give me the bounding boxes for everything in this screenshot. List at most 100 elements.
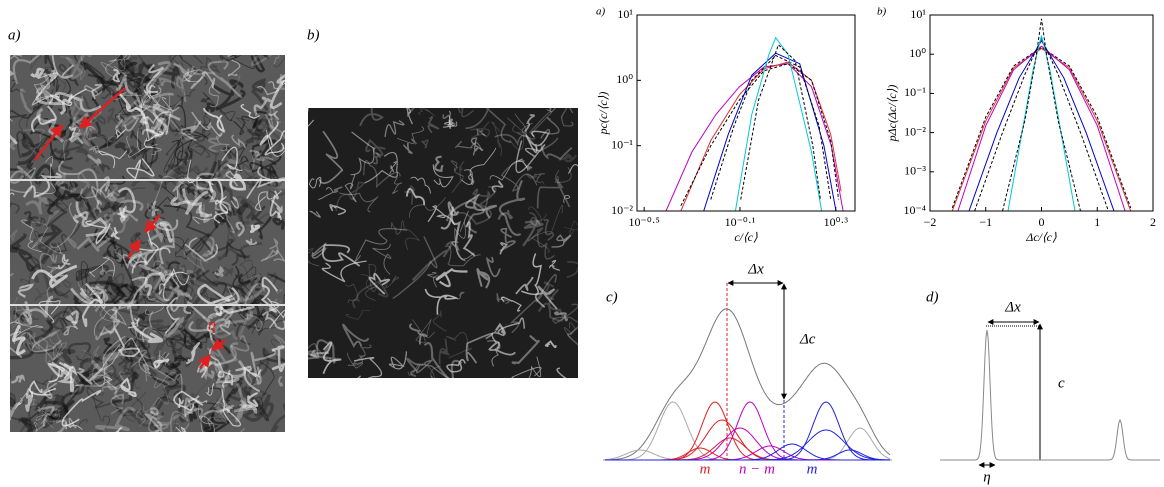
texture — [247, 118, 271, 138]
texture — [20, 332, 63, 361]
texture — [151, 200, 159, 217]
texture — [471, 188, 491, 214]
texture — [246, 365, 258, 388]
texture — [202, 271, 227, 310]
texture — [451, 161, 465, 194]
texture — [28, 333, 34, 348]
texture — [243, 385, 270, 422]
texture — [521, 253, 542, 296]
texture — [166, 117, 191, 138]
texture — [202, 414, 229, 430]
texture — [79, 340, 117, 365]
texture — [10, 396, 16, 407]
texture — [173, 390, 203, 411]
texture — [116, 352, 133, 376]
texture — [250, 77, 269, 111]
texture — [160, 260, 180, 285]
texture — [93, 305, 127, 336]
texture — [186, 269, 210, 281]
texture — [139, 311, 154, 343]
texture — [127, 201, 145, 207]
group-label: m — [807, 461, 818, 477]
texture — [454, 140, 483, 152]
texture — [113, 372, 134, 389]
texture — [145, 64, 164, 94]
texture — [186, 187, 210, 200]
texture — [271, 345, 285, 373]
texture — [511, 335, 540, 365]
texture — [450, 160, 465, 177]
texture — [426, 272, 440, 288]
texture — [93, 207, 115, 224]
texture — [243, 366, 262, 378]
texture — [89, 289, 106, 309]
texture — [213, 367, 229, 414]
texture — [540, 143, 573, 161]
texture — [217, 242, 263, 261]
texture — [199, 236, 234, 256]
texture — [143, 131, 164, 148]
texture — [129, 320, 176, 337]
texture — [175, 238, 189, 260]
texture — [240, 427, 246, 432]
texture — [190, 70, 216, 90]
texture — [107, 107, 123, 133]
texture — [531, 204, 564, 253]
series-line — [703, 52, 837, 211]
texture — [318, 130, 344, 185]
texture — [46, 251, 66, 305]
arrows — [34, 87, 226, 369]
texture — [489, 160, 529, 181]
texture — [529, 211, 541, 227]
texture — [11, 374, 26, 384]
texture — [53, 342, 67, 360]
texture — [214, 406, 240, 424]
texture — [142, 375, 170, 413]
texture — [543, 218, 555, 241]
texture — [84, 190, 94, 211]
texture — [273, 55, 280, 65]
x-tick-label: −2 — [924, 215, 937, 229]
texture — [219, 55, 232, 62]
texture — [242, 403, 258, 414]
texture — [515, 140, 546, 174]
texture — [10, 233, 27, 253]
texture — [178, 128, 211, 153]
texture — [24, 388, 34, 412]
texture — [156, 324, 188, 349]
texture — [66, 180, 83, 202]
series-group — [951, 18, 1132, 211]
texture — [95, 406, 137, 432]
texture — [408, 197, 446, 218]
panel-label: b) — [307, 27, 320, 43]
texture — [151, 269, 190, 302]
texture — [213, 300, 233, 331]
texture — [75, 201, 108, 237]
texture — [455, 185, 497, 225]
texture — [10, 318, 53, 380]
texture — [352, 280, 389, 309]
texture — [407, 363, 442, 378]
texture — [185, 341, 201, 365]
texture — [117, 106, 127, 121]
texture — [30, 209, 60, 229]
texture — [402, 142, 413, 155]
texture — [255, 190, 283, 211]
texture — [203, 235, 215, 257]
texture — [267, 271, 279, 286]
texture — [116, 74, 142, 111]
texture — [345, 309, 370, 320]
texture — [19, 160, 37, 181]
texture — [446, 358, 466, 373]
texture — [342, 323, 370, 348]
texture — [163, 316, 185, 340]
texture — [143, 131, 163, 146]
texture — [110, 392, 124, 415]
texture — [139, 73, 152, 89]
texture — [424, 288, 459, 315]
texture — [147, 117, 169, 134]
texture — [167, 55, 208, 85]
texture — [148, 264, 161, 279]
texture — [250, 205, 266, 229]
texture — [388, 351, 407, 370]
